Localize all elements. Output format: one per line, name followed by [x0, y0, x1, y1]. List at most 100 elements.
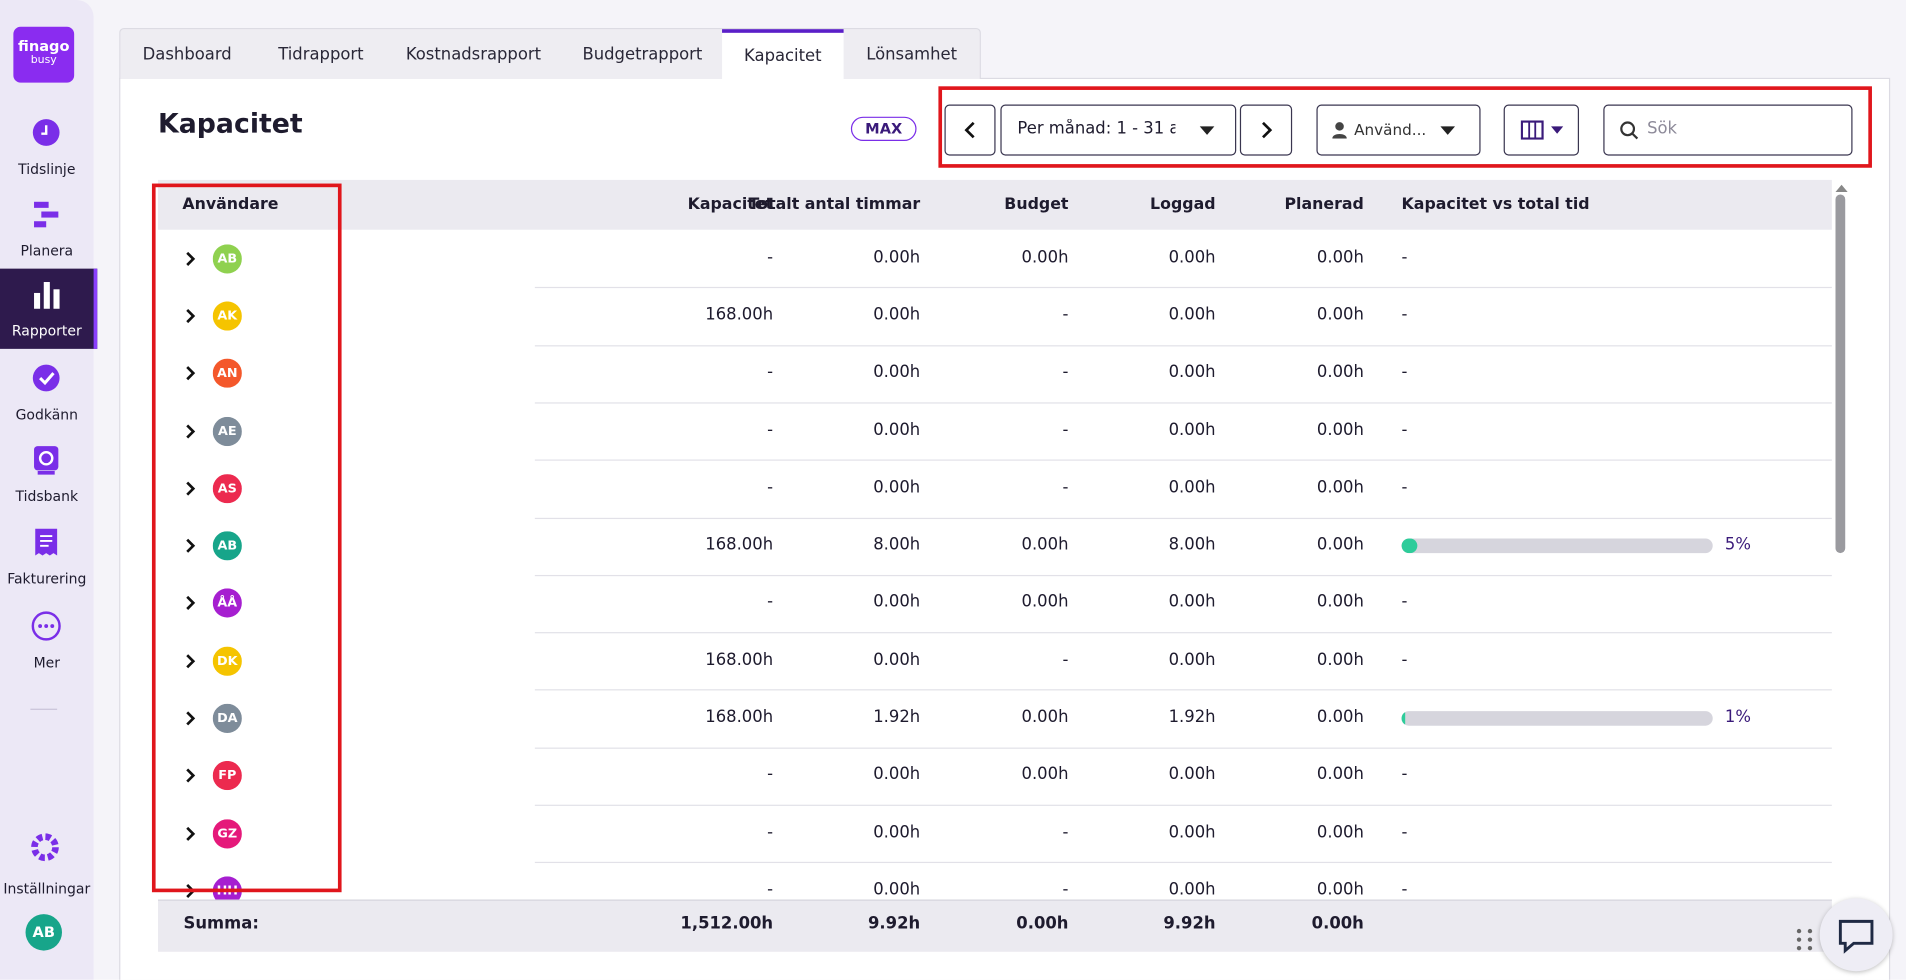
cell: 0.00h: [873, 305, 921, 325]
cell: 0.00h: [1316, 822, 1364, 842]
nav-item[interactable]: Mer: [0, 600, 94, 680]
cell: -: [767, 362, 774, 382]
expand-button[interactable]: [180, 421, 199, 440]
summary-row: [158, 899, 1832, 952]
expand-button[interactable]: [180, 709, 199, 728]
cell: 0.00h: [1168, 765, 1216, 785]
expand-button[interactable]: [180, 364, 199, 383]
tab[interactable]: Dashboard: [142, 44, 232, 65]
cell: -: [767, 420, 774, 440]
row-divider: [534, 632, 1832, 634]
cell: 0.00h: [1316, 477, 1364, 497]
tab[interactable]: Budgetrapport: [582, 44, 703, 65]
nav-label: Godkänn: [15, 405, 79, 424]
nav-item[interactable]: Tidslinje: [0, 107, 94, 187]
cell-text: -: [1401, 420, 1408, 440]
avatar-clip: AE: [212, 416, 242, 446]
prev-button[interactable]: [944, 104, 996, 156]
icon: [964, 121, 975, 139]
avatar-clip: ÅÅ: [212, 588, 242, 619]
expand-button[interactable]: [180, 306, 199, 325]
expand-button[interactable]: [180, 766, 199, 785]
summary-cell: 9.92h: [1163, 914, 1216, 934]
progress-label: 1%: [1724, 707, 1751, 727]
icon: [1262, 121, 1273, 139]
summary-label: Summa:: [183, 914, 259, 934]
period-select[interactable]: Per månad: 1 - 31 au: [1000, 104, 1237, 156]
avatar: AS: [212, 473, 242, 504]
column-header[interactable]: Budget: [1004, 195, 1069, 214]
expand-button[interactable]: [180, 824, 199, 843]
row-divider: [534, 402, 1832, 404]
nav-item[interactable]: Fakturering: [0, 517, 94, 597]
period-label: Per månad: 1 - 31 au: [1017, 119, 1176, 139]
column-header[interactable]: Planerad: [1284, 195, 1364, 214]
cell-text: -: [1401, 822, 1408, 842]
cell: 0.00h: [1021, 707, 1069, 727]
expand-button[interactable]: [180, 479, 199, 498]
logo-text: finago: [18, 37, 70, 55]
cell: -: [1062, 305, 1069, 325]
tab[interactable]: Tidrapport: [278, 44, 364, 65]
user-filter[interactable]: Använd...: [1316, 104, 1481, 156]
cell: -: [767, 247, 774, 267]
nav-item[interactable]: Planera: [0, 188, 94, 268]
drag-handle[interactable]: [1794, 926, 1816, 953]
column-header[interactable]: Totalt antal timmar: [748, 195, 921, 214]
next-button[interactable]: [1239, 104, 1293, 156]
cell: 0.00h: [1021, 592, 1069, 612]
nav-item[interactable]: Inställningar: [0, 827, 94, 907]
column-header[interactable]: Kapacitet: [687, 195, 774, 214]
expand-button[interactable]: [180, 651, 199, 670]
search-box[interactable]: Sök: [1603, 104, 1853, 156]
cell: 0.00h: [873, 650, 921, 670]
column-header[interactable]: Loggad: [1150, 195, 1216, 214]
user-avatar[interactable]: AB: [25, 914, 62, 951]
cell-text: -: [1401, 650, 1408, 670]
cell: 0.00h: [1316, 707, 1364, 727]
expand-button[interactable]: [180, 536, 199, 555]
cell: 0.00h: [873, 592, 921, 612]
columns-button[interactable]: [1503, 104, 1580, 156]
row-divider: [534, 804, 1832, 806]
row-divider: [534, 689, 1832, 691]
avatar: AE: [212, 416, 242, 446]
cell: -: [767, 477, 774, 497]
progress-track: [1401, 538, 1713, 554]
icon: [186, 653, 196, 668]
avatar-clip: DK: [212, 646, 242, 676]
column-header[interactable]: Kapacitet vs total tid: [1401, 195, 1590, 214]
scroll-arrow[interactable]: [1834, 184, 1849, 194]
nav-item[interactable]: Godkänn: [0, 353, 94, 433]
nav-item[interactable]: Tidsbank: [0, 434, 94, 514]
avatar: AN: [212, 358, 242, 389]
cell-text: -: [1401, 247, 1408, 267]
expand-button[interactable]: [180, 249, 199, 268]
cell-text: -: [1401, 305, 1408, 325]
column-header[interactable]: Användare: [182, 195, 279, 214]
icon: [186, 826, 196, 841]
icon: [1520, 120, 1564, 140]
cell: -: [767, 822, 774, 842]
cell: 0.00h: [1168, 362, 1216, 382]
nav-item[interactable]: Rapporter: [0, 268, 98, 349]
expand-button[interactable]: [180, 594, 199, 613]
nav-label: Tidslinje: [18, 160, 76, 178]
cell: -: [767, 592, 774, 612]
avatar-clip: DA: [212, 703, 242, 734]
divider: [30, 708, 58, 710]
summary-cell: 0.00h: [1016, 914, 1069, 934]
tab[interactable]: Kapacitet: [722, 29, 844, 81]
scrollbar[interactable]: [1835, 194, 1846, 554]
page-title: Kapacitet: [158, 109, 303, 140]
avatar-clip: AB: [212, 531, 242, 561]
tab[interactable]: Lönsamhet: [866, 44, 958, 65]
tab[interactable]: Kostnadsrapport: [405, 44, 542, 65]
logo[interactable]: finago busy: [13, 26, 75, 83]
row-divider: [534, 459, 1832, 461]
cell: 0.00h: [1316, 765, 1364, 785]
cell-text: -: [1401, 765, 1408, 785]
cell: 1.92h: [873, 707, 921, 727]
chat-button[interactable]: [1819, 898, 1893, 972]
cell: 168.00h: [705, 305, 774, 325]
